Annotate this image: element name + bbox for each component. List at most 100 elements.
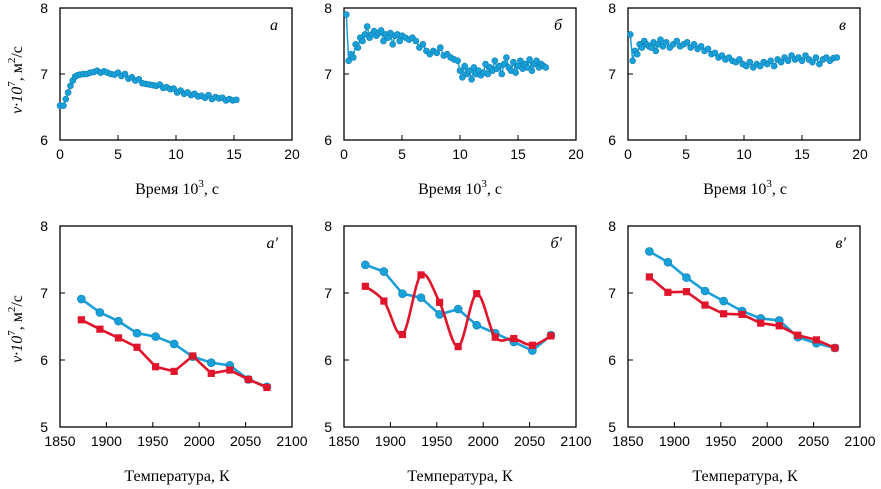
data-point	[454, 343, 462, 351]
data-point	[361, 260, 370, 270]
data-point	[77, 316, 85, 324]
y-label-tail: /с	[9, 295, 26, 307]
y-tick-label: 8	[324, 0, 332, 16]
data-point	[542, 64, 550, 71]
data-point	[784, 57, 792, 65]
data-point	[528, 341, 536, 349]
panel-a: 0 5 10 15 20 6 7 8 а	[40, 0, 300, 162]
data-point	[510, 334, 518, 343]
x-axis-label-time-b: Время 103, с	[418, 178, 502, 198]
data-point	[719, 310, 728, 318]
data-point	[363, 23, 371, 30]
y-tick-label: 5	[608, 419, 616, 435]
data-point	[794, 331, 802, 339]
data-point	[345, 57, 352, 65]
data-point	[484, 70, 492, 78]
data-point	[472, 320, 482, 330]
y-tick-label: 5	[324, 419, 332, 435]
time-label-exp: 3	[198, 178, 204, 190]
data-point	[114, 334, 123, 342]
data-point	[96, 325, 104, 333]
data-point	[683, 39, 691, 46]
panel-letter: в′	[836, 235, 847, 252]
data-point	[690, 40, 698, 48]
y-label-prefix: v·10	[9, 336, 26, 363]
y-label-unit-exp: 2	[6, 58, 18, 64]
data-point	[770, 62, 778, 70]
x-axis-label-time-c: Время 103, с	[703, 178, 787, 198]
data-point	[627, 31, 634, 38]
data-point	[114, 316, 123, 326]
series-line-blue	[648, 250, 836, 350]
data-point	[662, 39, 670, 46]
y-tick-label: 8	[40, 0, 48, 16]
x-axis-label-temp-b: Температура, К	[407, 468, 513, 485]
y-tick-label: 6	[40, 352, 48, 368]
data-point	[663, 257, 673, 267]
data-point	[398, 289, 407, 298]
data-point	[503, 54, 510, 61]
panel-letter: б	[554, 17, 563, 34]
y-label-unit: , м	[9, 312, 26, 330]
x-axis-label-time-a: Время 103, с	[135, 178, 219, 198]
panel-letter: в	[839, 17, 846, 34]
x-tick-label: 2100	[844, 433, 875, 449]
data-point	[470, 64, 478, 71]
x-tick-label: 5	[682, 146, 690, 162]
data-point	[169, 339, 179, 349]
data-point	[435, 298, 444, 306]
data-point	[657, 36, 664, 43]
x-tick-label: 2100	[560, 433, 591, 449]
y-axis-label-top: v·107, м2/с	[6, 46, 26, 114]
data-point	[512, 69, 519, 76]
time-label-tail: , с	[487, 181, 502, 198]
data-point	[645, 247, 654, 256]
series-line-red	[80, 318, 268, 389]
data-point	[465, 67, 473, 74]
time-label-exp: 3	[481, 178, 487, 190]
y-tick-label: 7	[40, 66, 48, 82]
x-axis-label-temp-a: Температура, К	[124, 468, 230, 485]
data-point	[461, 62, 468, 70]
panel-letter: б′	[550, 235, 562, 252]
data-point	[833, 54, 841, 61]
data-point	[436, 44, 444, 51]
x-tick-label: 0	[340, 146, 348, 162]
data-point	[652, 47, 660, 55]
plot-frame	[627, 7, 861, 141]
data-point	[417, 271, 425, 279]
y-axis-label-bottom: v·107, м2/с	[6, 295, 26, 363]
y-label-exp: 7	[6, 330, 18, 336]
data-point	[633, 50, 641, 58]
data-point	[77, 294, 86, 304]
data-point	[682, 288, 691, 296]
data-point	[701, 301, 709, 309]
x-tick-label: 10	[168, 146, 184, 162]
y-tick-label: 7	[324, 285, 332, 301]
data-point	[629, 57, 636, 65]
x-tick-label: 20	[568, 146, 584, 162]
x-tick-label: 2000	[468, 433, 499, 449]
y-tick-label: 8	[324, 218, 332, 234]
y-tick-label: 8	[608, 0, 616, 16]
x-tick-label: 1850	[44, 433, 75, 449]
data-point	[377, 27, 385, 34]
y-tick-label: 8	[608, 218, 616, 234]
x-tick-label: 1850	[612, 433, 643, 449]
data-point	[412, 37, 420, 45]
panel-b2: 1850 1900 1950 2000 2050 2100 5 6 7 8 б′	[324, 218, 592, 449]
data-point	[132, 328, 142, 338]
y-tick-label: 7	[608, 285, 616, 301]
data-point	[473, 290, 481, 298]
data-point	[491, 333, 499, 341]
data-point	[419, 40, 427, 48]
data-point	[189, 352, 197, 360]
data-point	[812, 336, 820, 344]
data-point	[798, 57, 806, 65]
x-tick-label: 5	[398, 146, 406, 162]
data-point	[349, 54, 357, 61]
data-point	[151, 363, 160, 371]
data-point	[453, 304, 463, 314]
x-axis-label-temp-c: Температура, К	[692, 468, 798, 485]
time-label: Время 10	[703, 181, 766, 198]
